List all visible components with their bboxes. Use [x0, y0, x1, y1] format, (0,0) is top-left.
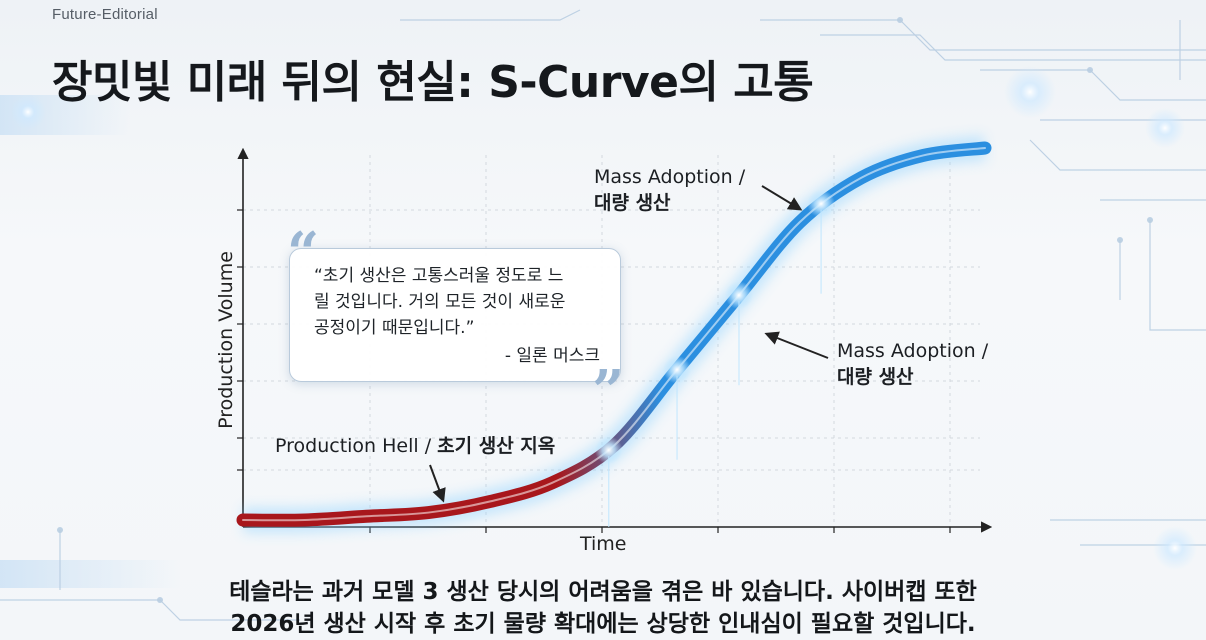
open-quote-icon: “: [287, 220, 320, 286]
annotation-production-hell-en: Production Hell /: [275, 435, 438, 457]
annotation-mass-adoption-top-en: Mass Adoption /: [594, 166, 746, 188]
curve-layer: [236, 135, 992, 534]
quote-line: 릴 것입니다. 거의 모든 것이 새로운: [314, 292, 566, 312]
caption-line: 2026년 생산 시작 후 초기 물량 확대에는 상당한 인내심이 필요할 것입…: [230, 611, 976, 637]
arrow-production-hell: [429, 464, 446, 503]
annotation-arrows: [429, 185, 829, 503]
quote-line: 공정이기 때문입니다.”: [314, 318, 475, 338]
annotation-mass-adoption-right-en: Mass Adoption /: [837, 340, 989, 362]
annotation-mass-adoption-right-kr: 대량 생산: [837, 366, 914, 388]
quote-box: “초기 생산은 고통스러울 정도로 느 릴 것입니다. 거의 모든 것이 새로운…: [289, 248, 621, 382]
caption-line: 테슬라는 과거 모델 3 생산 당시의 어려움을 겪은 바 있습니다. 사이버캡…: [229, 579, 977, 605]
annotation-production-hell: Production Hell / 초기 생산 지옥: [275, 433, 555, 459]
sparkle: [724, 281, 753, 310]
sparkle: [594, 436, 623, 465]
sparkle: [807, 189, 836, 218]
page-title: 장밋빛 미래 뒤의 현실: S-Curve의 고통: [52, 57, 814, 108]
close-quote-icon: ”: [592, 358, 625, 424]
quote-author: - 일론 머스크: [504, 346, 600, 366]
annotation-mass-adoption-right: Mass Adoption / 대량 생산: [837, 338, 988, 390]
annotation-production-hell-kr: 초기 생산 지옥: [437, 435, 556, 457]
sparkle: [663, 355, 692, 384]
quote-line: “초기 생산은 고통스러울 정도로 느: [314, 266, 564, 286]
arrow-mass-adoption-right: [764, 331, 829, 359]
spark-layer: [594, 189, 836, 527]
quote-text: “초기 생산은 고통스러울 정도로 느 릴 것입니다. 거의 모든 것이 새로운…: [314, 263, 606, 341]
x-axis-label: Time: [580, 533, 627, 555]
y-axis-label: Production Volume: [215, 251, 237, 429]
brand-label: Future-Editorial: [52, 6, 158, 23]
arrow-mass-adoption-top: [761, 185, 803, 211]
annotation-mass-adoption-top: Mass Adoption / 대량 생산: [594, 164, 745, 216]
curve-highlight: [242, 147, 986, 522]
annotation-mass-adoption-top-kr: 대량 생산: [594, 192, 671, 214]
